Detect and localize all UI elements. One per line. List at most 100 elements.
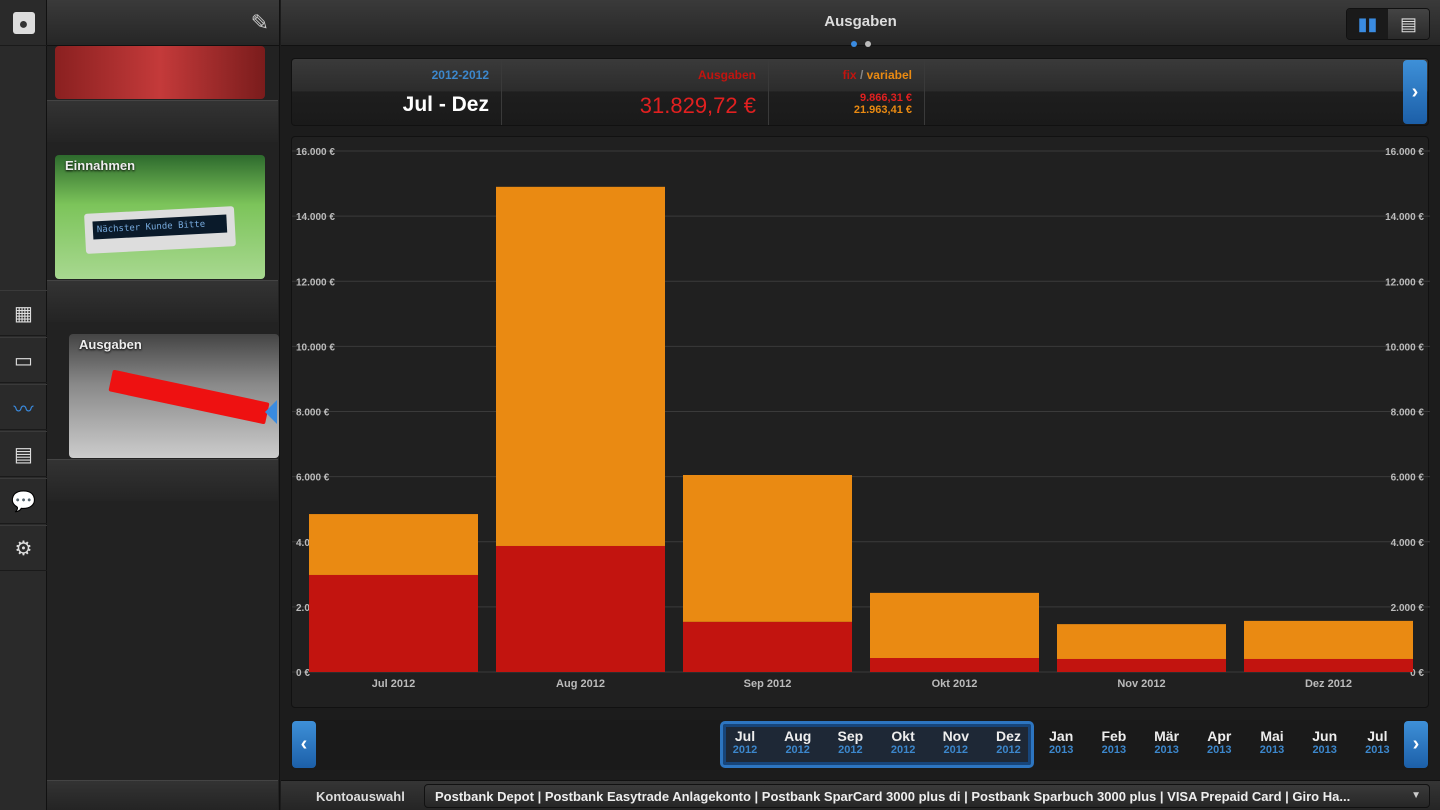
settings-button[interactable]: ⚙ <box>0 525 47 571</box>
page-title: Ausgaben <box>824 13 897 30</box>
month-item[interactable]: Apr 2013 <box>1193 728 1245 756</box>
fix-value: 9.866,31 € <box>860 92 912 104</box>
card-icon: ▭ <box>14 349 33 372</box>
card-ausgaben[interactable]: Ausgaben <box>69 334 279 458</box>
gear-icon: ⚙ <box>14 537 33 560</box>
page-indicator[interactable] <box>281 34 1440 52</box>
dashboard-button[interactable]: ▦ <box>0 290 47 336</box>
accounts-button[interactable]: ▭ <box>0 337 47 383</box>
list-view-button[interactable]: ▤ <box>1388 9 1429 39</box>
line-chart-icon: 〰 <box>13 398 34 421</box>
chart-view-button[interactable]: ▮▮ <box>1347 9 1388 39</box>
month-item[interactable]: Sep 2012 <box>824 728 876 756</box>
bar-fix <box>683 621 852 672</box>
account-dropdown-value: Postbank Depot | Postbank Easytrade Anla… <box>435 789 1351 804</box>
y-tick-label-left: 12.000 € <box>296 277 335 288</box>
variabel-value: 21.963,41 € <box>853 104 912 116</box>
y-tick-label-left: 0 € <box>296 668 310 679</box>
x-tick-label: Okt 2012 <box>932 678 978 690</box>
month-year: 2013 <box>1207 744 1232 756</box>
bar-variabel <box>683 474 852 622</box>
fix-label: fix <box>842 68 857 82</box>
month-name: Mai <box>1260 728 1284 744</box>
icon-sidebar: ● ▦ ▭ 〰 ▤ 💬 ⚙ <box>0 0 47 810</box>
month-item[interactable]: Okt 2012 <box>877 728 929 756</box>
account-selection-bar: Kontoauswahl Postbank Depot | Postbank E… <box>281 780 1440 810</box>
period-range: 2012-2012 <box>431 68 489 82</box>
month-item[interactable]: Mär 2013 <box>1141 728 1193 756</box>
month-item[interactable]: Jan 2013 <box>1035 728 1087 756</box>
y-tick-label-left: 16.000 € <box>296 147 335 158</box>
bar-fix <box>496 545 665 672</box>
bar-variabel <box>1057 624 1226 659</box>
total-label: Ausgaben <box>697 68 756 82</box>
timeline-next-button[interactable]: › <box>1404 721 1428 768</box>
month-year: 2013 <box>1259 744 1285 756</box>
month-item[interactable]: Jun 2013 <box>1299 728 1351 756</box>
month-item[interactable]: Nov 2012 <box>930 728 982 756</box>
account-dropdown[interactable]: Postbank Depot | Postbank Easytrade Anla… <box>424 784 1430 808</box>
card-previous[interactable] <box>55 46 265 99</box>
top-bar: Ausgaben ▮▮ ▤ <box>281 0 1440 47</box>
bar-fix <box>1057 658 1226 672</box>
profile-button[interactable]: ● <box>0 0 47 46</box>
y-tick-label-right: 12.000 € <box>1385 277 1424 288</box>
x-tick-label: Nov 2012 <box>1117 678 1165 690</box>
account-selection-label: Kontoauswahl <box>316 789 405 804</box>
x-tick-label: Aug 2012 <box>556 678 605 690</box>
document-icon: ▤ <box>1399 13 1417 34</box>
month-year: 2013 <box>1154 744 1179 756</box>
y-tick-label-right: 14.000 € <box>1385 212 1424 223</box>
month-name: Jun <box>1312 728 1338 744</box>
messages-button[interactable]: 💬 <box>0 478 47 524</box>
month-item[interactable]: Mai 2013 <box>1246 728 1298 756</box>
y-tick-label-left: 14.000 € <box>296 212 335 223</box>
bar-variabel <box>496 186 665 546</box>
summary-next-button[interactable]: › <box>1403 60 1427 124</box>
chevron-right-icon: › <box>1411 80 1419 103</box>
chevron-left-icon: ‹ <box>300 733 308 755</box>
chat-icon: 💬 <box>11 490 36 513</box>
month-item[interactable]: Jul 2013 <box>1351 728 1403 756</box>
month-year: 2012 <box>996 744 1021 756</box>
month-name: Apr <box>1207 728 1232 744</box>
card-label: Einnahmen <box>65 158 136 173</box>
y-tick-label-left: 10.000 € <box>296 342 335 353</box>
month-name: Aug <box>784 728 812 744</box>
card-label: Ausgaben <box>79 337 142 352</box>
expense-chart: 0 €0 €2.000 €2.000 €4.000 €4.000 €6.000 … <box>291 136 1430 708</box>
month-name: Okt <box>891 728 915 744</box>
y-tick-label-left: 8.000 € <box>296 408 330 419</box>
split-sep: / <box>856 68 867 82</box>
month-year: 2012 <box>890 744 916 756</box>
collapse-arrow-icon[interactable] <box>265 400 277 424</box>
table-icon: ▤ <box>14 443 33 466</box>
chevron-right-icon: › <box>1412 733 1420 755</box>
month-year: 2012 <box>838 744 863 756</box>
month-item[interactable]: Feb 2013 <box>1088 728 1140 756</box>
x-tick-label: Dez 2012 <box>1305 678 1352 690</box>
bar-chart-icon: ▮▮ <box>1357 13 1378 34</box>
month-item[interactable]: Jul 2012 <box>719 728 771 756</box>
edit-pencil-icon[interactable]: ✎ <box>250 10 269 35</box>
charts-button[interactable]: 〰 <box>0 384 47 430</box>
y-tick-label-right: 0 € <box>1410 668 1424 679</box>
month-year: 2013 <box>1048 744 1074 756</box>
list-button[interactable]: ▤ <box>0 431 47 477</box>
month-item[interactable]: Aug 2012 <box>772 728 824 756</box>
user-icon: ● <box>12 11 35 34</box>
month-year: 2012 <box>785 744 810 756</box>
display-text: Nächster Kunde Bitte <box>92 214 228 240</box>
month-year: 2012 <box>732 744 758 756</box>
month-item[interactable]: Dez 2012 <box>983 728 1035 756</box>
month-name: Sep <box>837 728 864 744</box>
y-tick-label-right: 4.000 € <box>1391 538 1425 549</box>
period-label: Jul - Dez <box>402 93 489 116</box>
card-einnahmen[interactable]: Nächster Kunde Bitte Einnahmen <box>55 155 265 279</box>
month-name: Jul <box>1367 728 1388 744</box>
selection-range-handle[interactable] <box>720 721 1034 768</box>
month-name: Dez <box>996 728 1021 744</box>
timeline-prev-button[interactable]: ‹ <box>292 721 316 768</box>
x-tick-label: Sep 2012 <box>744 678 792 690</box>
month-name: Mär <box>1154 728 1180 744</box>
